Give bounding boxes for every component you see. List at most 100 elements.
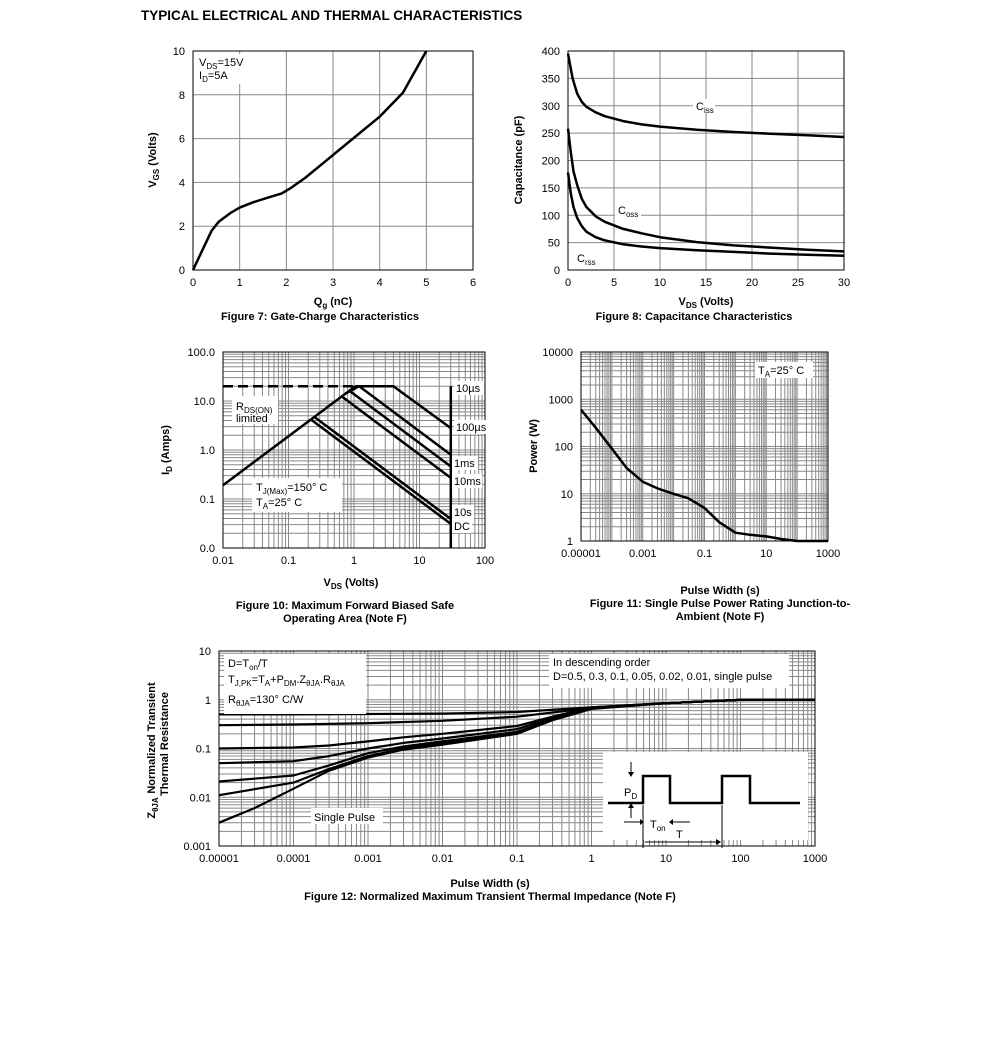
subscript: A — [263, 502, 269, 511]
text-run: .R — [320, 674, 331, 686]
x-tick-label: 10 — [413, 555, 425, 567]
y-tick-label: 10000 — [542, 347, 573, 359]
annotation-tj-pk: TJ,PK=TA+PDM.ZθJA.RθJA — [228, 674, 345, 688]
y-tick-label: 0.0 — [200, 543, 215, 555]
y-tick-label: 0.1 — [196, 744, 211, 756]
subscript: θJA — [331, 679, 345, 688]
label-bg — [452, 474, 482, 488]
x-tick-label: 2 — [283, 277, 289, 289]
y-tick-label: 0 — [179, 265, 185, 277]
y-tick-label: 6 — [179, 134, 185, 146]
y-tick-label: 10 — [199, 646, 211, 658]
figure-caption: Figure 8: Capacitance Characteristics — [596, 311, 793, 323]
x-tick-label: 15 — [700, 277, 712, 289]
label-bg — [454, 381, 484, 395]
x-tick-label: 10 — [660, 853, 672, 865]
annotation-period: T — [676, 829, 683, 841]
text-run: Z — [146, 812, 158, 819]
pulse-waveform — [608, 774, 800, 805]
x-tick-label: 6 — [470, 277, 476, 289]
label-bg — [603, 752, 808, 840]
annotation-rth: RθJA=130° C/W — [228, 694, 304, 708]
soa-line-10s — [310, 418, 452, 525]
y-axis-label: Power (W) — [528, 419, 540, 473]
label-bg — [549, 654, 789, 688]
arrowhead-left — [669, 819, 673, 825]
label-bg — [232, 396, 278, 424]
subscript: rss — [585, 258, 596, 267]
subscript: DM — [284, 679, 297, 688]
annotation-10ms: 10ms — [454, 476, 481, 488]
text-run: =15V — [217, 57, 244, 69]
x-tick-label: 10 — [760, 548, 772, 560]
text-run: (Volts) — [147, 132, 159, 169]
annotation-10s: 10s — [454, 507, 472, 519]
x-tick-label: 0.01 — [432, 853, 453, 865]
y-tick-label: 0.01 — [190, 792, 211, 804]
power-curve — [580, 408, 828, 543]
y-tick-label: 150 — [542, 183, 560, 195]
y-axis-label-line2: Thermal Resistance — [159, 692, 171, 796]
soa-line-10-s — [355, 384, 452, 430]
x-tick-label: 0.001 — [629, 548, 657, 560]
capacitance-curve-crss — [566, 172, 845, 258]
x-tick-label: 0.00001 — [199, 853, 239, 865]
x-tick-label: 0 — [190, 277, 196, 289]
page-header: TYPICAL ELECTRICAL AND THERMAL CHARACTER… — [141, 8, 523, 23]
text-run: (Volts) — [342, 577, 379, 589]
text-run: I — [160, 472, 172, 475]
y-tick-label: 100.0 — [187, 347, 215, 359]
text-run: /T — [258, 658, 268, 670]
label-bg — [252, 478, 342, 512]
text-run: I — [199, 70, 202, 82]
text-run: Single Pulse — [314, 812, 375, 824]
text-run: =25° C — [268, 497, 302, 509]
annotation-order-title: In descending order — [553, 657, 651, 669]
text-run: P — [624, 787, 631, 799]
x-tick-label: 0 — [565, 277, 571, 289]
subscript: A — [765, 370, 771, 379]
x-axis-label: Pulse Width (s) — [450, 878, 530, 890]
label-bg — [693, 99, 715, 113]
plot-frame — [192, 50, 474, 271]
figure-10-safe-operating-area: 0.01 0.1 1 10 100 0.0 0.1 1.0 10.0 100.0 — [187, 347, 494, 567]
y-tick-label: 1 — [567, 536, 573, 548]
figure-caption: Figure 11: Single Pulse Power Rating Jun… — [590, 598, 851, 610]
text-run: D=T — [228, 658, 249, 670]
y-tick-label: 0 — [554, 265, 560, 277]
plot-frame — [580, 351, 829, 542]
x-tick-label: 0.0001 — [277, 853, 311, 865]
capacitance-curve-coss — [566, 128, 845, 253]
y-axis-label: VGS (Volts) — [147, 132, 161, 188]
annotation-100us: 100µs — [456, 422, 487, 434]
y-tick-label: 250 — [542, 128, 560, 140]
subscript: θJA — [306, 679, 320, 688]
annotation-single-pulse: Single Pulse — [314, 812, 375, 824]
text-run: 10ms — [454, 476, 481, 488]
text-run: =T — [252, 674, 265, 686]
y-tick-label: 300 — [542, 101, 560, 113]
subscript: g — [322, 301, 327, 310]
arrowhead-period — [716, 839, 721, 845]
text-run: V — [324, 577, 332, 589]
label-bg — [755, 362, 813, 378]
text-run: .Z — [296, 674, 306, 686]
annotation-dc: DC — [454, 521, 470, 533]
text-run: 1ms — [454, 458, 475, 470]
text-run: +P — [270, 674, 284, 686]
figure-7-gate-charge: 0 1 2 3 4 5 6 0 2 4 6 8 10 — [173, 46, 476, 289]
x-tick-label: 5 — [423, 277, 429, 289]
subscript: D — [631, 792, 637, 801]
text-run: C — [696, 101, 704, 113]
text-run: =5A — [208, 70, 229, 82]
subscript: J(Max) — [263, 487, 288, 496]
figure-caption: Figure 12: Normalized Maximum Transient … — [304, 891, 676, 903]
soa-line-10ms — [348, 389, 452, 468]
x-tick-label: 3 — [330, 277, 336, 289]
label-bg — [196, 54, 250, 84]
subscript: GS — [152, 168, 161, 180]
plot-frame — [222, 351, 486, 549]
y-axis-label-symbol: ZθJA — [146, 797, 160, 819]
